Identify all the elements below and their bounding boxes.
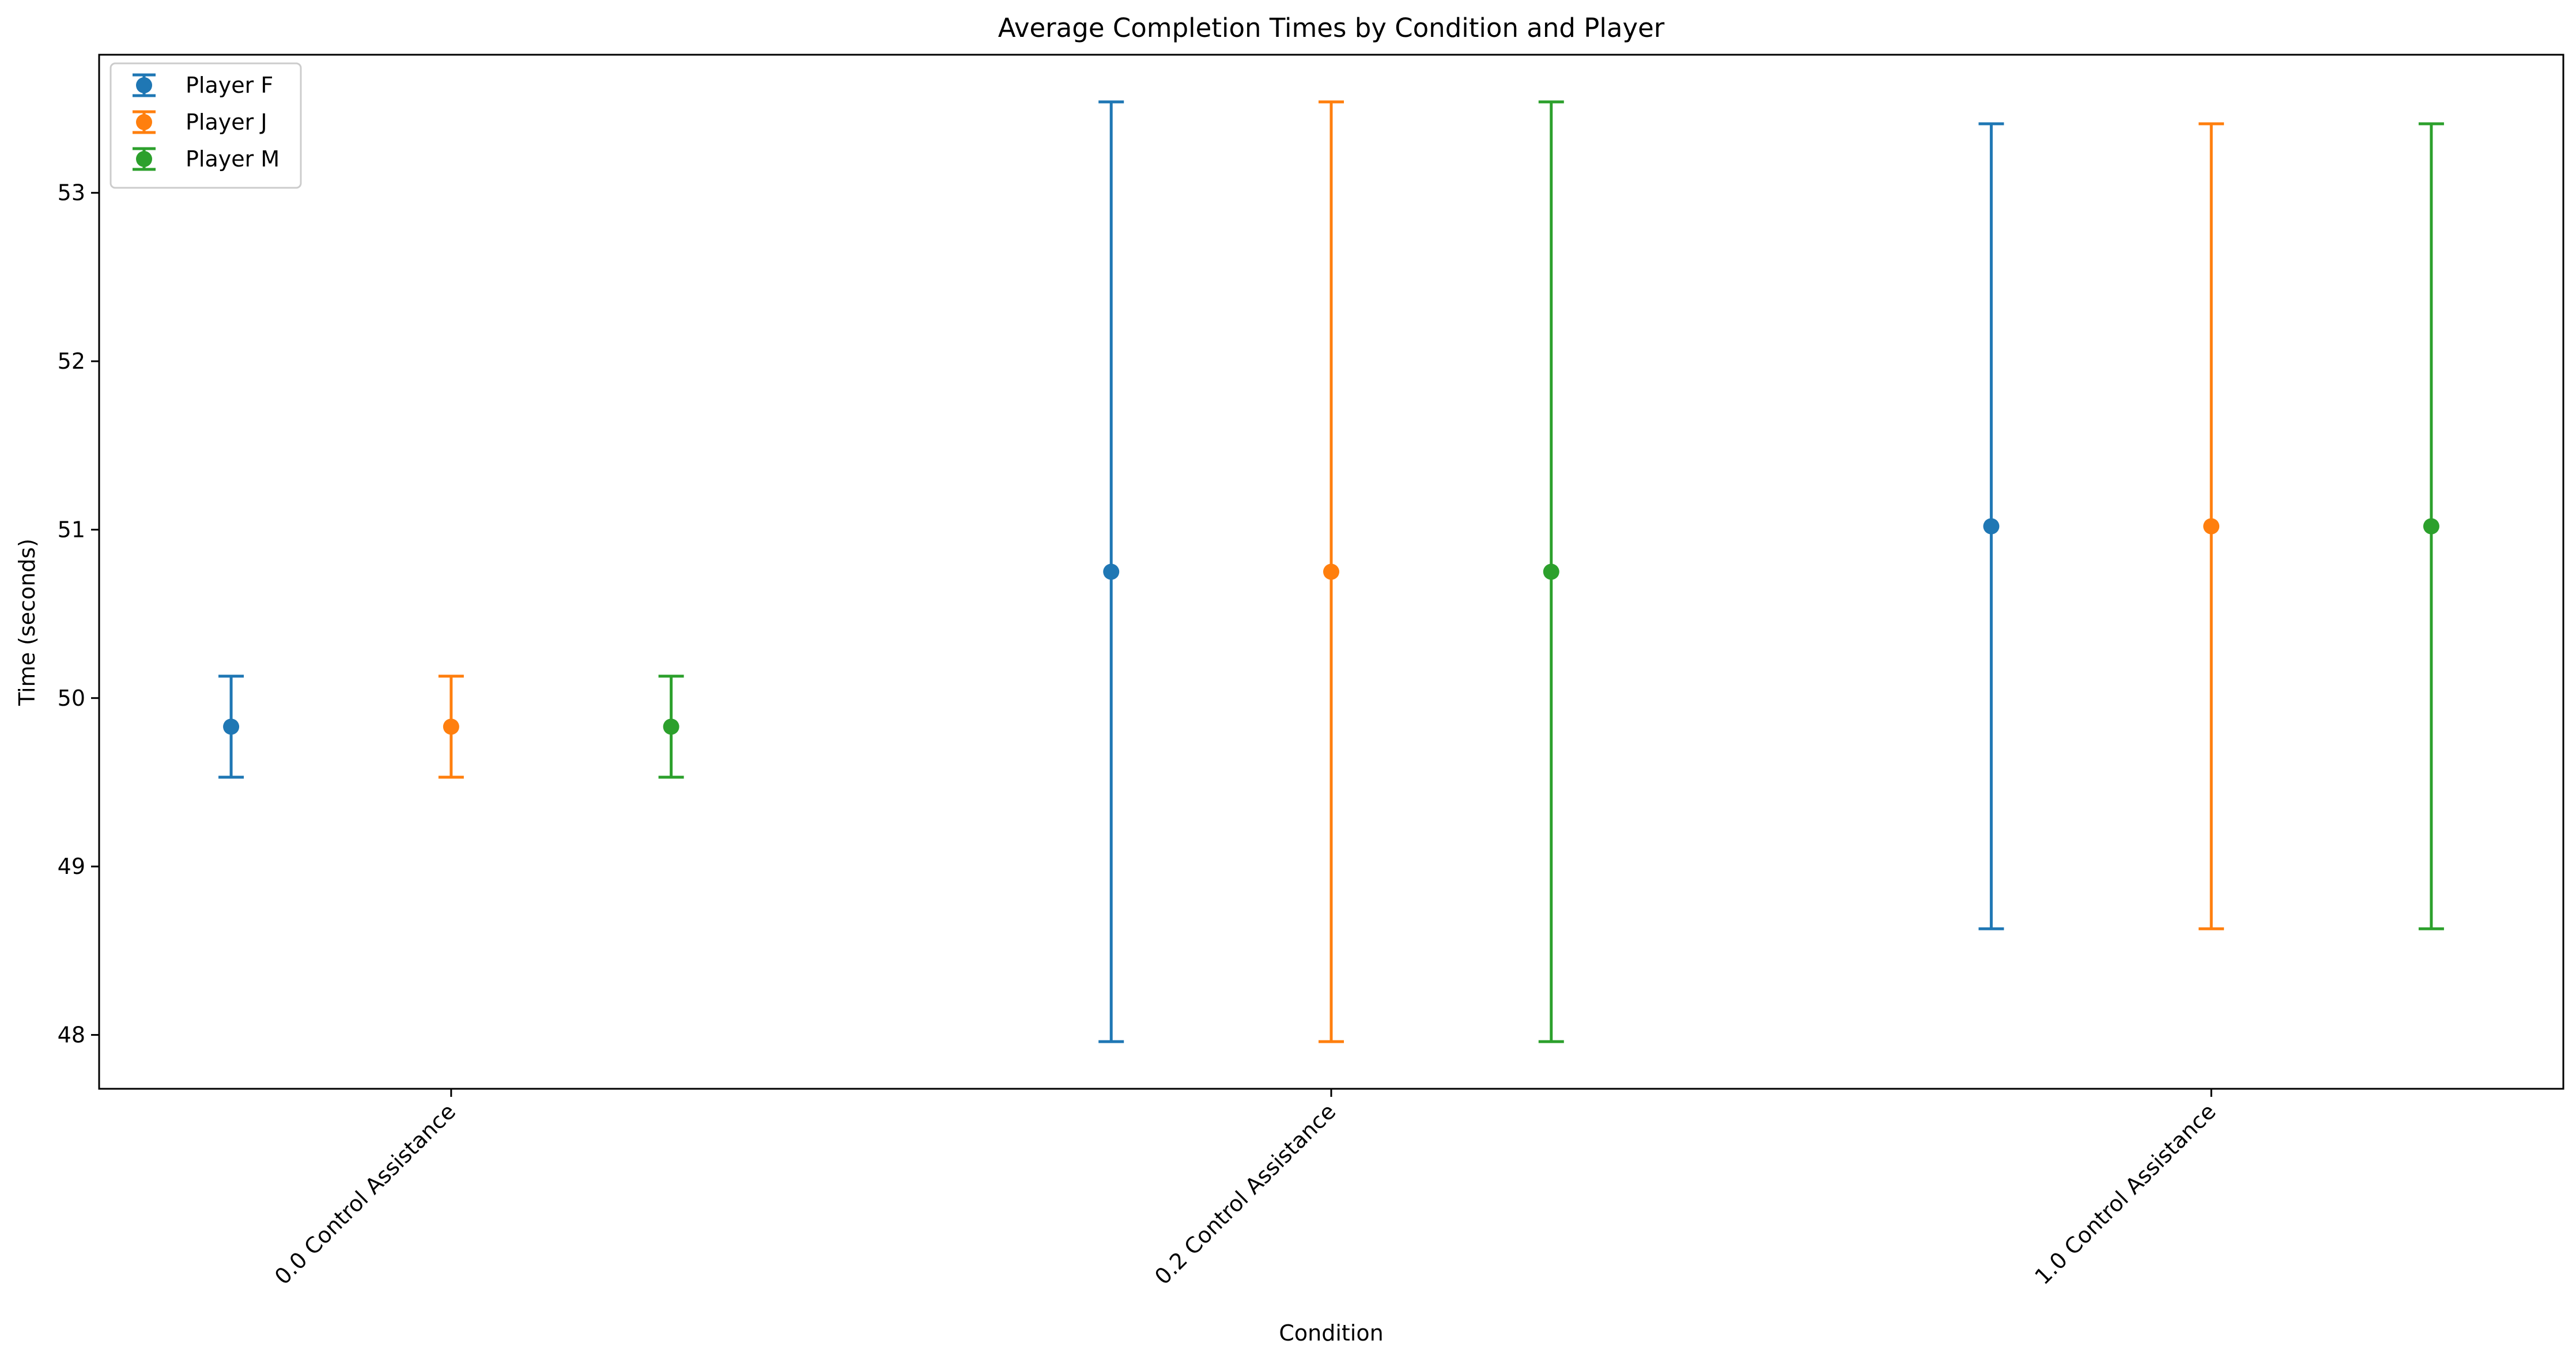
y-axis-label: Time (seconds) [14, 539, 40, 706]
data-point [2423, 518, 2439, 535]
legend-marker [136, 151, 152, 167]
y-tick-label: 48 [58, 1022, 85, 1047]
series-player-f [218, 100, 2004, 1043]
y-tick-label: 50 [58, 686, 85, 711]
data-point [2203, 518, 2220, 535]
legend-marker [136, 114, 152, 130]
plot-marks [218, 100, 2444, 1043]
legend-box [109, 62, 302, 189]
series-player-j [438, 100, 2224, 1043]
legend-label: Player J [186, 109, 267, 135]
y-tick-label: 52 [58, 349, 85, 374]
legend-label: Player M [186, 146, 279, 172]
data-point [443, 718, 459, 735]
y-tick-label: 49 [58, 854, 85, 879]
y-tick-label: 51 [58, 517, 85, 542]
series-player-m [658, 100, 2444, 1043]
y-tick-label: 53 [58, 180, 85, 206]
legend-entry: Player J [133, 109, 267, 135]
legend-entry: Player M [133, 146, 279, 172]
data-point [663, 718, 679, 735]
x-axis-label: Condition [1279, 1320, 1383, 1346]
data-point [1103, 563, 1120, 580]
data-point [1543, 563, 1559, 580]
legend-marker [136, 77, 152, 93]
chart-title: Average Completion Times by Condition an… [998, 13, 1665, 43]
plot-frame [98, 54, 2564, 1090]
data-point [223, 718, 240, 735]
legend-entry: Player F [133, 73, 273, 98]
y-axis: 48 49 50 51 52 53 [58, 180, 99, 1047]
legend-label: Player F [186, 73, 273, 98]
data-point [1983, 518, 2000, 535]
legend: Player F Player J Player M [109, 62, 302, 189]
data-point [1323, 563, 1339, 580]
